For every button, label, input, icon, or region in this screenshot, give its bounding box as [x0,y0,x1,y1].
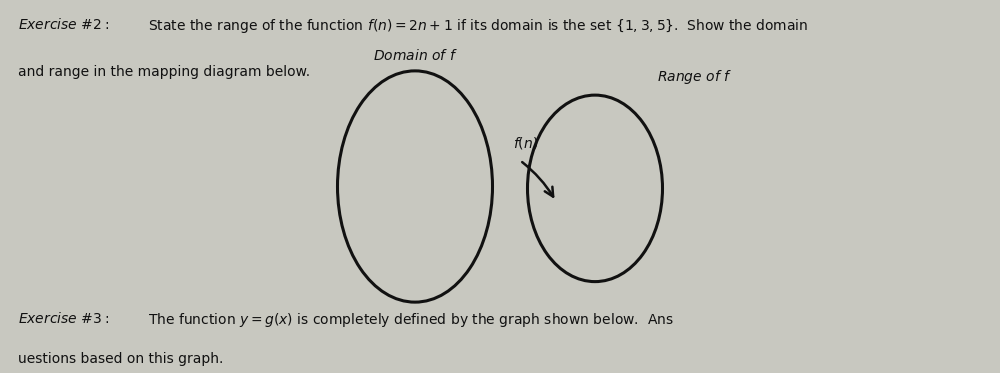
Text: Range of $f$: Range of $f$ [657,68,733,86]
Text: and range in the mapping diagram below.: and range in the mapping diagram below. [18,65,310,79]
Text: $f(n)$: $f(n)$ [513,135,538,151]
Text: Domain of $f$: Domain of $f$ [373,48,457,63]
Text: State the range of the function $f(n)=2n+1$ if its domain is the set $\{1,3,5\}$: State the range of the function $f(n)=2n… [148,17,808,35]
Text: $\bf{\it{Exercise\ \#3:}}$: $\bf{\it{Exercise\ \#3:}}$ [18,311,109,326]
Text: uestions based on this graph.: uestions based on this graph. [18,352,223,367]
Text: The function $y=g(x)$ is completely defined by the graph shown below.  Ans: The function $y=g(x)$ is completely defi… [148,311,674,329]
Text: $\bf{\it{Exercise\ \#2:}}$: $\bf{\it{Exercise\ \#2:}}$ [18,17,109,32]
